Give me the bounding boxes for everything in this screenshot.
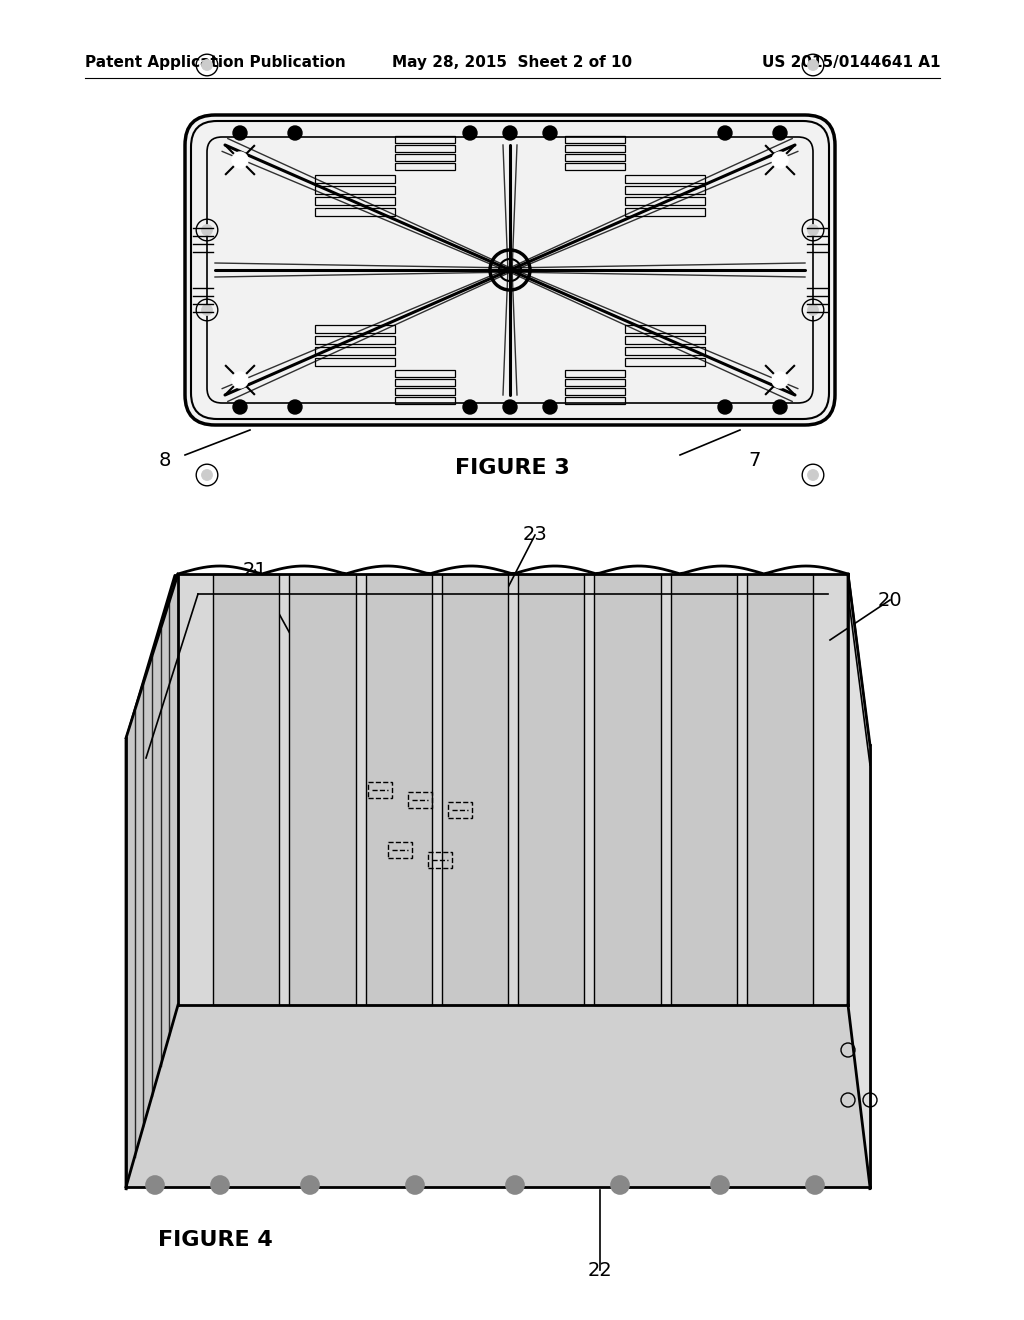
FancyBboxPatch shape [185, 115, 835, 425]
Bar [395, 136, 455, 143]
Circle shape [808, 224, 818, 235]
Bar [395, 145, 455, 152]
Bar [565, 379, 625, 385]
Polygon shape [594, 574, 660, 1005]
Text: May 28, 2015  Sheet 2 of 10: May 28, 2015 Sheet 2 of 10 [392, 54, 632, 70]
Bar [395, 154, 455, 161]
Polygon shape [671, 574, 736, 1005]
Bar [395, 379, 455, 385]
Text: 23: 23 [522, 525, 548, 544]
Bar [395, 162, 455, 170]
Polygon shape [518, 574, 585, 1005]
Bar [449, 803, 472, 818]
Circle shape [463, 400, 477, 414]
Text: 8: 8 [159, 450, 171, 470]
Circle shape [773, 125, 787, 140]
Text: 7: 7 [749, 450, 761, 470]
Polygon shape [126, 1005, 870, 1187]
Circle shape [772, 152, 788, 168]
Circle shape [288, 400, 302, 414]
Polygon shape [175, 576, 848, 1005]
Bar [565, 136, 625, 143]
Text: 22: 22 [588, 1261, 612, 1279]
Circle shape [232, 372, 248, 388]
Polygon shape [289, 574, 355, 1005]
Circle shape [808, 59, 818, 70]
Polygon shape [213, 574, 280, 1005]
Circle shape [233, 400, 247, 414]
Text: 20: 20 [878, 590, 902, 610]
Circle shape [772, 372, 788, 388]
Polygon shape [848, 574, 870, 1187]
Circle shape [146, 1176, 164, 1195]
Circle shape [773, 400, 787, 414]
Circle shape [543, 400, 557, 414]
Circle shape [543, 125, 557, 140]
Polygon shape [126, 576, 175, 1191]
Text: Patent Application Publication: Patent Application Publication [85, 54, 346, 70]
Circle shape [233, 125, 247, 140]
Circle shape [503, 400, 517, 414]
Text: FIGURE 4: FIGURE 4 [158, 1230, 272, 1250]
Polygon shape [848, 576, 870, 1191]
Polygon shape [126, 574, 178, 1187]
Polygon shape [441, 574, 508, 1005]
Polygon shape [746, 574, 813, 1005]
Circle shape [806, 1176, 824, 1195]
Bar [565, 388, 625, 395]
Bar [395, 388, 455, 395]
Circle shape [711, 1176, 729, 1195]
Bar [565, 162, 625, 170]
Circle shape [211, 1176, 229, 1195]
Circle shape [808, 305, 818, 315]
Circle shape [718, 125, 732, 140]
Circle shape [718, 400, 732, 414]
Bar [368, 781, 392, 799]
Text: 21: 21 [243, 561, 267, 579]
Circle shape [202, 224, 212, 235]
Circle shape [202, 59, 212, 70]
Circle shape [202, 470, 212, 480]
Text: FIGURE 3: FIGURE 3 [455, 458, 569, 478]
Bar [395, 397, 455, 404]
Polygon shape [178, 574, 848, 1005]
Circle shape [506, 1176, 524, 1195]
Circle shape [232, 152, 248, 168]
Bar [565, 370, 625, 378]
Circle shape [503, 125, 517, 140]
Circle shape [288, 125, 302, 140]
Bar [388, 842, 412, 858]
Circle shape [463, 125, 477, 140]
Circle shape [202, 305, 212, 315]
Bar [565, 154, 625, 161]
Text: US 2015/0144641 A1: US 2015/0144641 A1 [762, 54, 940, 70]
Bar [565, 145, 625, 152]
Bar [565, 397, 625, 404]
Circle shape [406, 1176, 424, 1195]
Circle shape [301, 1176, 319, 1195]
Circle shape [611, 1176, 629, 1195]
Bar [428, 851, 452, 869]
Polygon shape [366, 574, 432, 1005]
Bar [408, 792, 432, 808]
Bar [395, 370, 455, 378]
Circle shape [808, 470, 818, 480]
